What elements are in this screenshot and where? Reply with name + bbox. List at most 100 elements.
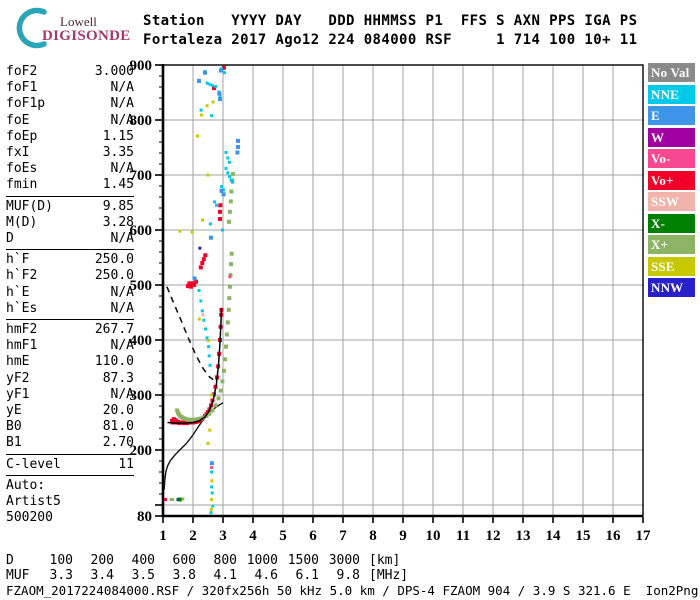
param-row-foEs: foEs N/A — [6, 161, 134, 177]
muf-row-label: D — [6, 553, 14, 568]
param-row-yF2: yF2 87.3 — [6, 371, 134, 387]
muf-cell: 600 — [172, 553, 196, 568]
x-tick-label: 10 — [426, 528, 441, 544]
param-row-hmE: hmE 110.0 — [6, 354, 134, 370]
param-row-fxI: fxI 3.35 — [6, 145, 134, 161]
x-tick-label: 17 — [636, 528, 651, 544]
param-name: hmF1 — [6, 338, 38, 354]
param-value: 2.70 — [102, 435, 134, 451]
x-tick-label: 13 — [516, 528, 531, 544]
param-row-foE: foE N/A — [6, 113, 134, 129]
param-name: Artist5 — [6, 494, 61, 510]
param-group-5: Auto: Artist5 500200 — [6, 478, 134, 529]
param-value: N/A — [110, 112, 134, 128]
series-f-trace-x-mode — [175, 171, 235, 422]
legend-item-vo-: Vo- — [648, 149, 695, 168]
x-tick-label: 7 — [339, 528, 347, 544]
param-value: N/A — [110, 338, 134, 354]
muf-cell: 4.6 — [254, 568, 278, 583]
legend-item-e: E — [648, 106, 695, 125]
param-name: foF2 — [6, 64, 38, 79]
muf-cell: 1500 — [287, 553, 319, 568]
y-axis-ticks: 900 800 700 600 500 400 300 200 80 — [130, 58, 162, 525]
x-tick-label: 4 — [249, 528, 257, 544]
param-row-foF1: foF1 N/A — [6, 80, 134, 96]
param-row-hmF2: hmF2 267.7 — [6, 322, 134, 338]
param-row-Auto:: Auto: — [6, 478, 134, 494]
y-tick-label: 200 — [130, 443, 153, 459]
param-value: 1.45 — [102, 177, 134, 193]
legend-item-sse: SSE — [648, 256, 695, 276]
series-spread-f-scatter-e — [192, 68, 240, 466]
legend-item-nne: NNE — [648, 84, 695, 104]
param-row-M(D): M(D) 3.28 — [6, 215, 134, 231]
param-row-C-level: C-level 11 — [6, 457, 134, 473]
x-tick-label: 11 — [456, 528, 470, 544]
param-row-h`Es: h`Es N/A — [6, 301, 134, 317]
param-row-yF1: yF1 N/A — [6, 387, 134, 403]
series-second-hop-o-mode — [185, 65, 226, 289]
param-name: h`F2 — [6, 268, 38, 284]
x-tick-label: 14 — [546, 528, 562, 544]
param-row-h`F2: h`F2 250.0 — [6, 268, 134, 284]
param-row-foF1p: foF1p N/A — [6, 96, 134, 112]
legend-item-w: W — [648, 127, 695, 147]
param-value: 250.0 — [94, 252, 134, 268]
param-row-Artist5: Artist5 — [6, 494, 134, 510]
y-tick-label: 400 — [130, 333, 153, 349]
file-info-line: FZAOM_2017224084000.RSF / 320fx256h 50 k… — [6, 583, 700, 598]
param-row-D: D N/A — [6, 231, 134, 247]
muf-cell: 3.4 — [90, 568, 114, 583]
y-tick-label: 80 — [137, 509, 152, 525]
param-name: foEs — [6, 161, 38, 177]
param-value: 267.7 — [94, 322, 134, 338]
param-name: MUF(D) — [6, 198, 53, 214]
y-tick-label: 300 — [130, 388, 153, 404]
curve-artist-fitted-trace — [167, 308, 223, 424]
param-row-MUF(D): MUF(D) 9.85 — [6, 199, 134, 215]
x-tick-label: 3 — [219, 528, 227, 544]
series-e-region-o — [163, 498, 167, 501]
muf-cell: 1000 — [246, 553, 278, 568]
series-e-region-x-minus — [177, 497, 182, 502]
station-header: Station YYYY DAY DDD HHMMSS P1 FFS S AXN… — [143, 12, 637, 50]
y-tick-label: 800 — [130, 113, 153, 129]
legend-item-ssw: SSW — [648, 192, 695, 211]
param-group-0: foF2 3.000 foF1 N/A foF1p N/A foE N/A foEp 1.15 fx… — [6, 64, 134, 197]
param-name: foF1 — [6, 80, 38, 96]
param-row-foEp: foEp 1.15 — [6, 129, 134, 145]
series-scatter-nnw — [198, 246, 202, 250]
header-line1: Station YYYY DAY DDD HHMMSS P1 FFS S AXN… — [143, 13, 638, 29]
param-value: 3.35 — [102, 145, 134, 161]
param-name: B0 — [6, 419, 22, 435]
muf-cell: 9.8 — [336, 568, 360, 583]
muf-cell: 4.1 — [213, 568, 237, 583]
x-tick-label: 8 — [369, 528, 377, 544]
param-value: N/A — [110, 300, 134, 316]
param-name: hmE — [6, 354, 30, 370]
param-value: 20.0 — [102, 403, 134, 419]
param-row-yE: yE 20.0 — [6, 403, 134, 419]
muf-cell: 3.3 — [49, 568, 73, 583]
param-row-B1: B1 2.70 — [6, 435, 134, 451]
muf-cell: 200 — [90, 553, 114, 568]
param-value: N/A — [110, 386, 134, 402]
param-name: foE — [6, 112, 30, 128]
curve-extrapolated-trace-dashed — [166, 286, 214, 381]
param-group-1: MUF(D) 9.85 M(D) 3.28 D N/A — [6, 199, 134, 251]
param-value: N/A — [110, 96, 134, 112]
series-scatter-vo-minus — [210, 275, 232, 470]
param-value: 3.000 — [94, 64, 134, 79]
echo-color-legend: No Val NNE E W Vo- Vo+ SSW X- X+ SSE NNW — [648, 63, 697, 300]
muf-row-unit: [km] — [369, 553, 401, 568]
param-value: 250.0 — [94, 268, 134, 284]
param-name: hmF2 — [6, 322, 38, 338]
muf-cell: 3.5 — [131, 568, 155, 583]
y-tick-label: 500 — [130, 278, 153, 294]
x-tick-label: 6 — [309, 528, 317, 544]
x-tick-label: 9 — [399, 528, 407, 544]
y-tick-label: 600 — [130, 223, 153, 239]
param-group-4: C-level 11 — [6, 457, 134, 476]
muf-cell: 3.8 — [172, 568, 196, 583]
param-name: fxI — [6, 145, 30, 161]
